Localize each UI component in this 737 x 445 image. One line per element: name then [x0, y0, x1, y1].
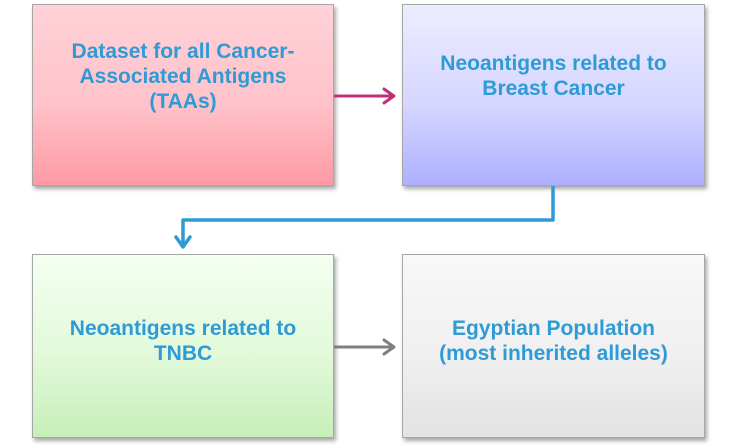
- node-label: Neoantigens related to Breast Cancer: [440, 52, 667, 100]
- node-label: Egyptian Population (most inherited alle…: [439, 317, 668, 365]
- arrow-box3-to-box4: [334, 338, 396, 356]
- node-label: Dataset for all Cancer- Associated Antig…: [71, 39, 295, 113]
- node-cancer-associated-antigens-dataset: Dataset for all Cancer- Associated Antig…: [32, 4, 334, 186]
- arrow-box2-to-box3: [174, 186, 555, 249]
- node-label: Neoantigens related to TNBC: [69, 317, 297, 365]
- node-tnbc-neoantigens: Neoantigens related to TNBC: [32, 254, 334, 438]
- node-egyptian-population: Egyptian Population (most inherited alle…: [402, 254, 705, 438]
- arrow-box1-to-box2: [334, 87, 396, 105]
- node-breast-cancer-neoantigens: Neoantigens related to Breast Cancer: [402, 4, 705, 186]
